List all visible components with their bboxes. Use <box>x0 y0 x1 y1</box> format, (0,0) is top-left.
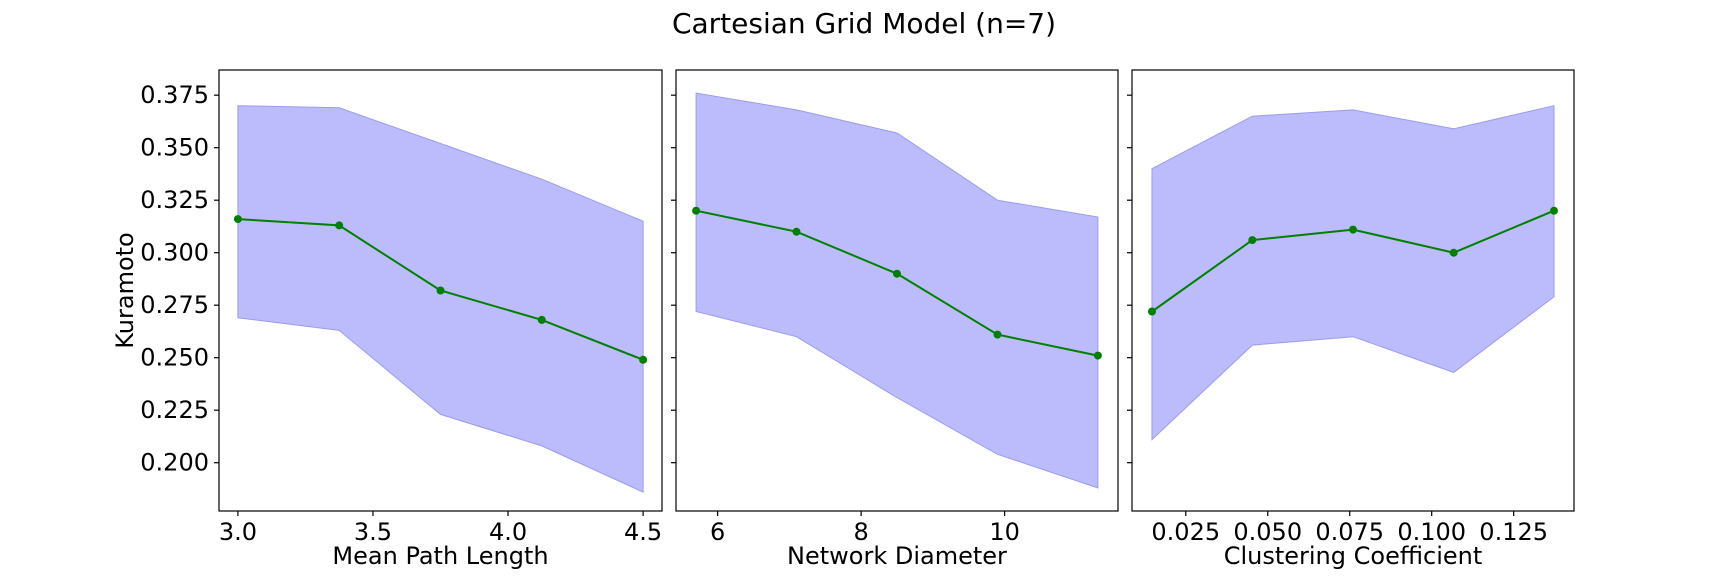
y-tick-label: 0.300 <box>140 239 209 267</box>
x-tick-label: 0.075 <box>1315 518 1384 546</box>
data-point <box>639 355 648 364</box>
figure-title: Cartesian Grid Model (n=7) <box>672 7 1056 40</box>
x-axis-label: Clustering Coefficient <box>1224 542 1483 570</box>
x-axis-label: Network Diameter <box>787 542 1007 570</box>
y-tick-label: 0.200 <box>140 449 209 477</box>
y-tick-label: 0.275 <box>140 291 209 319</box>
x-tick-label: 0.100 <box>1397 518 1466 546</box>
confidence-band <box>237 105 644 493</box>
data-point <box>993 330 1002 339</box>
y-tick-label: 0.225 <box>140 396 209 424</box>
axes-frame <box>1131 69 1575 512</box>
x-tick-label: 8 <box>853 518 868 546</box>
x-tick-label: 4.5 <box>624 518 662 546</box>
data-point <box>436 286 445 295</box>
x-tick-label: 3.5 <box>354 518 392 546</box>
x-tick-label: 0.050 <box>1233 518 1302 546</box>
x-tick-label: 10 <box>989 518 1020 546</box>
axes-frame <box>675 69 1119 512</box>
data-point <box>1449 248 1458 257</box>
data-point <box>233 215 242 224</box>
x-tick-label: 4.0 <box>489 518 527 546</box>
data-point <box>335 221 344 230</box>
y-tick-label: 0.375 <box>140 81 209 109</box>
data-point <box>893 269 901 278</box>
x-tick-label: 0.125 <box>1479 518 1548 546</box>
y-tick-label: 0.250 <box>140 344 209 372</box>
y-tick-label: 0.325 <box>140 186 209 214</box>
data-point <box>1550 206 1558 215</box>
panel-1: 3.0 3.5 4.0 4.5 0.200 0.225 0.250 0.275 0.300 0.3… <box>111 69 663 570</box>
axes-frame <box>218 69 663 512</box>
data-point <box>1349 225 1357 234</box>
data-point <box>537 315 546 324</box>
x-tick-label: 6 <box>710 518 725 546</box>
confidence-band <box>1151 105 1555 441</box>
data-point <box>1093 351 1102 360</box>
x-tick-label: 0.025 <box>1151 518 1220 546</box>
x-tick-label: 3.0 <box>219 518 257 546</box>
y-axis-label: Kuramoto <box>111 232 139 348</box>
data-point <box>1248 236 1257 245</box>
data-point <box>792 227 801 236</box>
data-point <box>1148 307 1156 316</box>
x-axis-label: Mean Path Length <box>332 542 548 570</box>
confidence-band <box>695 92 1099 489</box>
data-point <box>692 206 701 215</box>
y-tick-label: 0.350 <box>140 134 209 162</box>
